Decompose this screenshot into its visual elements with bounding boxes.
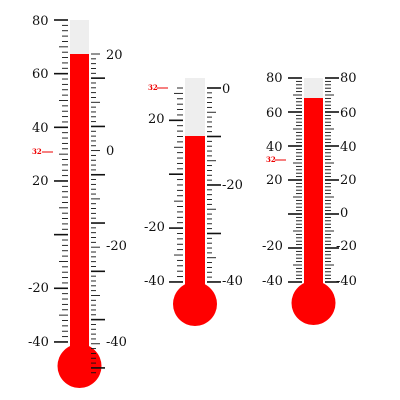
thermometer-short-left-ticks (288, 77, 302, 283)
medium-right-label-neg40: -40 (222, 274, 243, 289)
tall-left-label-60: 60 (32, 67, 49, 82)
thermometer-tall-mercury (70, 54, 89, 359)
medium-right-label-0: 0 (222, 82, 230, 97)
medium-reference-label: 32 (148, 83, 158, 92)
tall-left-label-40: 40 (32, 121, 49, 136)
short-left-label-60: 60 (266, 106, 283, 121)
tall-right-label-neg20: -20 (106, 239, 127, 254)
medium-left-label-neg40: -40 (144, 274, 165, 289)
short-right-label-20: 20 (340, 173, 357, 188)
tall-left-label-neg20: -20 (28, 281, 49, 296)
tall-left-label-neg40: -40 (28, 335, 49, 350)
tall-left-label-80: 80 (32, 14, 49, 29)
tall-right-label-0: 0 (106, 144, 114, 159)
short-right-label-40: 40 (340, 140, 357, 155)
short-right-label-0: 0 (340, 206, 348, 221)
short-right-label-neg40: -40 (336, 274, 357, 289)
thermometer-medium-right-ticks (207, 87, 221, 283)
tall-left-label-20: 20 (32, 174, 49, 189)
thermometer-tall: 80 60 40 32 20 -20 -40 20 0 -20 -40 (28, 14, 127, 388)
medium-left-label-neg20: -20 (144, 220, 165, 235)
thermometer-tall-left-ticks (54, 19, 68, 343)
short-left-label-neg20: -20 (262, 239, 283, 254)
short-left-label-neg40: -40 (262, 274, 283, 289)
thermometer-medium-mercury (185, 136, 205, 303)
thermometer-medium: 32 20 -20 -40 0 -20 -40 (144, 78, 243, 326)
thermometer-short-bulb (291, 281, 336, 325)
short-left-label-20: 20 (266, 173, 283, 188)
short-right-label-80: 80 (340, 71, 357, 86)
medium-left-label-20: 20 (148, 112, 165, 127)
short-left-label-80: 80 (266, 71, 283, 86)
thermometer-tall-bulb (57, 344, 102, 388)
thermometer-medium-bulb (173, 282, 217, 326)
thermometer-short-right-ticks (325, 77, 339, 283)
thermometer-short-mercury (304, 98, 323, 303)
thermometer-medium-left-ticks (169, 87, 183, 283)
tall-reference-label: 32 (32, 147, 42, 156)
short-right-label-neg20: -20 (336, 239, 357, 254)
medium-right-label-neg20: -20 (222, 178, 243, 193)
short-left-label-40: 40 (266, 140, 283, 155)
thermometer-tall-right-ticks (91, 53, 105, 374)
short-reference-label: 32 (266, 155, 276, 164)
tall-right-label-20: 20 (106, 48, 123, 63)
short-right-label-60: 60 (340, 106, 357, 121)
thermometer-short: 80 60 40 32 20 -20 -40 80 60 40 20 0 -20… (262, 71, 357, 325)
tall-right-label-neg40: -40 (106, 335, 127, 350)
